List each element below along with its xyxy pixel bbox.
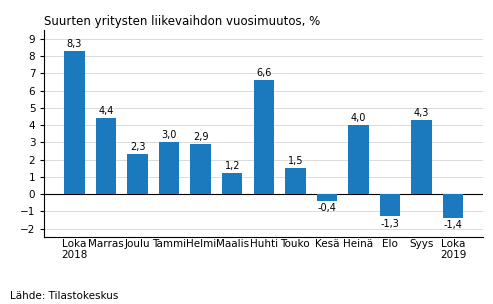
Bar <box>285 168 306 194</box>
Text: 4,4: 4,4 <box>99 106 114 116</box>
Text: 6,6: 6,6 <box>256 68 272 78</box>
Text: Lähde: Tilastokeskus: Lähde: Tilastokeskus <box>10 291 118 301</box>
Text: -0,4: -0,4 <box>317 203 336 213</box>
Text: 4,0: 4,0 <box>351 113 366 123</box>
Bar <box>96 118 116 194</box>
Text: 4,3: 4,3 <box>414 108 429 118</box>
Bar <box>222 173 243 194</box>
Text: 3,0: 3,0 <box>162 130 177 140</box>
Bar <box>64 51 85 194</box>
Bar <box>411 120 432 194</box>
Text: 8,3: 8,3 <box>67 39 82 49</box>
Text: 2,9: 2,9 <box>193 132 209 142</box>
Bar <box>253 80 274 194</box>
Text: 1,2: 1,2 <box>224 161 240 171</box>
Text: 1,5: 1,5 <box>287 156 303 166</box>
Text: -1,4: -1,4 <box>444 220 462 230</box>
Text: Suurten yritysten liikevaihdon vuosimuutos, %: Suurten yritysten liikevaihdon vuosimuut… <box>44 15 320 28</box>
Bar <box>348 125 369 194</box>
Text: 2,3: 2,3 <box>130 142 145 152</box>
Bar <box>317 194 337 201</box>
Bar <box>190 144 211 194</box>
Text: -1,3: -1,3 <box>381 219 399 229</box>
Bar <box>380 194 400 216</box>
Bar <box>159 142 179 194</box>
Bar <box>127 154 148 194</box>
Bar <box>443 194 463 218</box>
